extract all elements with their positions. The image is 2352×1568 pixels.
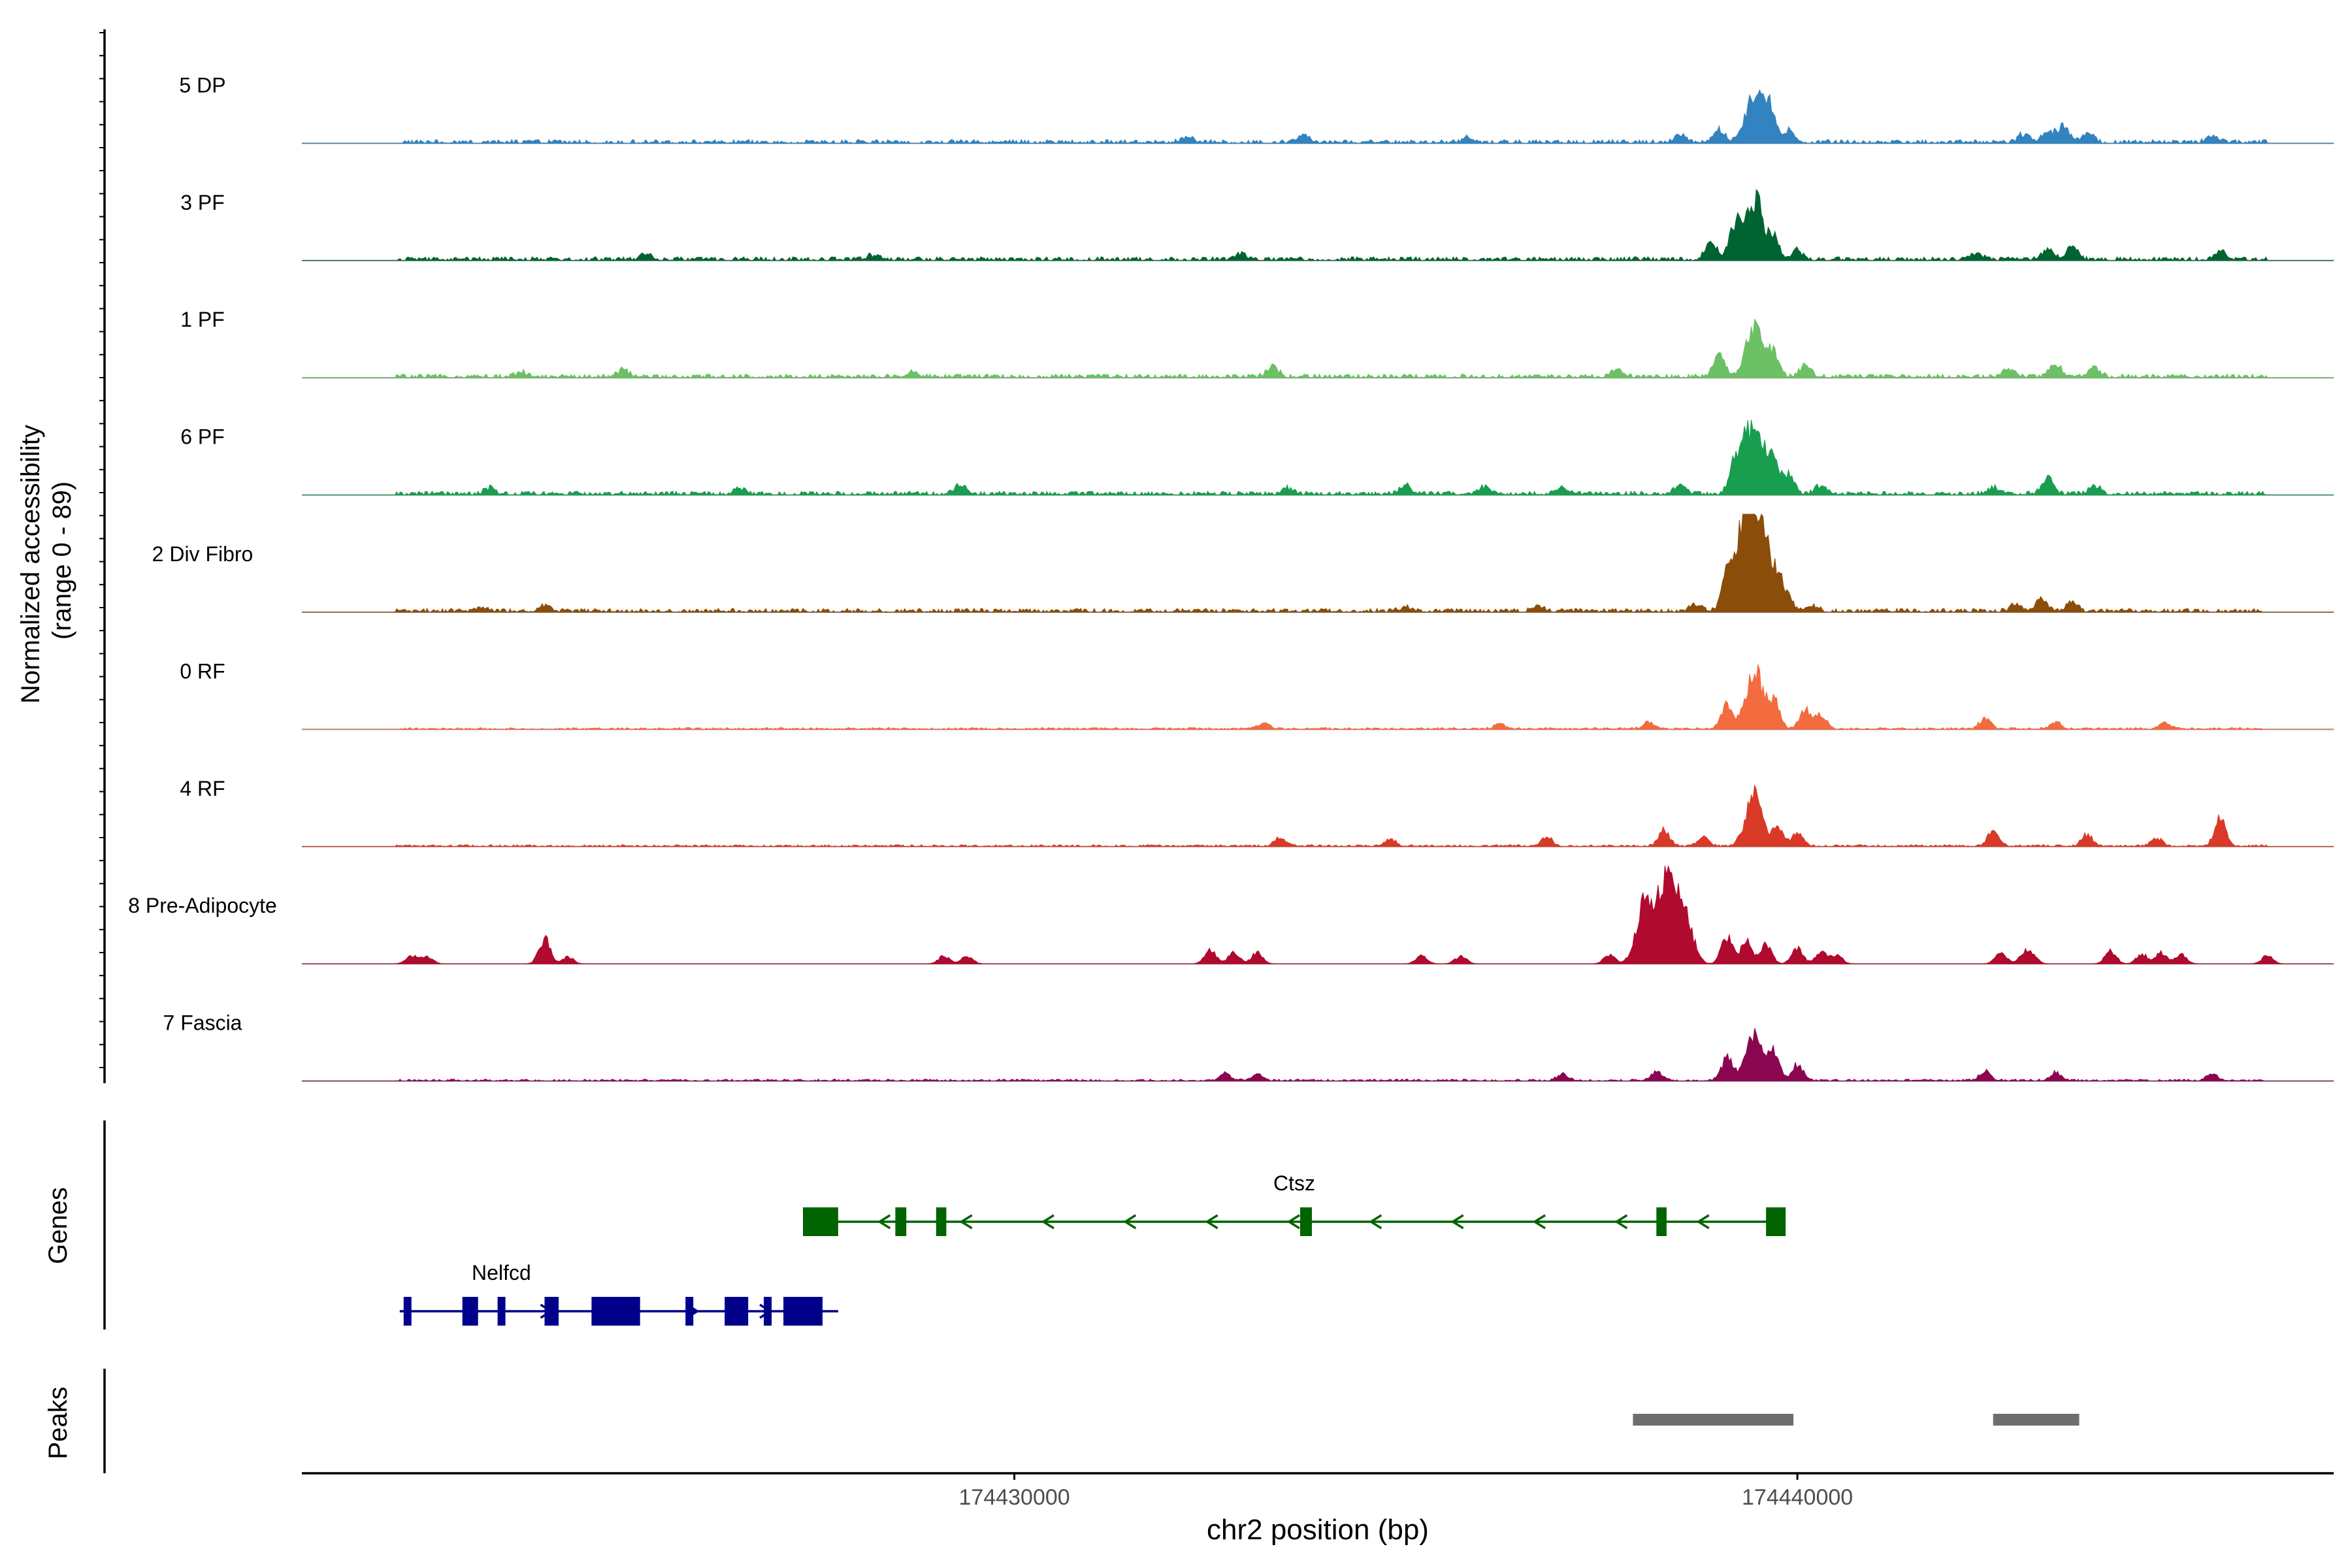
x-tick-label: 174440000 <box>1742 1485 1853 1510</box>
peaks-panel-label: Peaks <box>44 1386 73 1459</box>
track-coverage-area <box>302 513 2334 613</box>
genes-panel-label: Genes <box>44 1187 73 1264</box>
track-coverage-area <box>302 419 2334 496</box>
gene-exon <box>783 1297 823 1326</box>
gene-exon <box>895 1207 907 1236</box>
y-axis-title-line1: Normalized accessibility <box>16 425 45 704</box>
gene-exon <box>764 1297 772 1326</box>
gene-exon <box>403 1297 412 1326</box>
track-label: 6 PF <box>180 425 225 449</box>
track-1-pf: 1 PF <box>180 308 2334 379</box>
track-label: 8 Pre-Adipocyte <box>128 894 277 917</box>
gene-exon <box>497 1297 506 1326</box>
y-axis-title: Normalized accessibility (range 0 - 89) <box>16 417 76 704</box>
genes-panel: Genes Ctsz Nelfcd <box>44 1120 1786 1330</box>
gene-exon <box>685 1297 694 1326</box>
track-7-fascia: 7 Fascia <box>163 1011 2334 1082</box>
peak-region-bar <box>1633 1414 1794 1426</box>
track-coverage-area <box>302 866 2334 964</box>
gene-nelfcd: Nelfcd <box>399 1261 838 1326</box>
strand-arrow <box>1614 1214 1628 1230</box>
gene-name-label: Nelfcd <box>472 1261 531 1284</box>
gene-exon <box>725 1297 749 1326</box>
gene-exon <box>1656 1207 1667 1236</box>
track-0-rf: 0 RF <box>180 659 2334 730</box>
peak-region-bar <box>1993 1414 2080 1426</box>
track-coverage-area <box>302 785 2334 847</box>
peaks-panel: Peaks <box>44 1369 2080 1473</box>
x-axis-title: chr2 position (bp) <box>1207 1514 1429 1546</box>
strand-arrow <box>1286 1214 1300 1230</box>
gene-exon <box>462 1297 478 1326</box>
strand-arrow <box>1123 1214 1137 1230</box>
gene-exon <box>1300 1207 1312 1236</box>
strand-arrow <box>1450 1214 1464 1230</box>
track-label: 1 PF <box>180 308 225 331</box>
coverage-tracks: 5 DP 3 PF 1 PF 6 PF 2 Div Fibro 0 RF 4 RF 8 Pre… <box>128 73 2334 1082</box>
strand-arrow <box>1532 1214 1546 1230</box>
track-coverage-area <box>302 664 2334 730</box>
track-5-dp: 5 DP <box>179 73 2334 144</box>
gene-exon <box>1766 1207 1786 1236</box>
track-coverage-area <box>302 1028 2334 1082</box>
y-axis-title-line2: (range 0 - 89) <box>48 482 76 640</box>
strand-arrow <box>1369 1214 1382 1230</box>
gene-exon <box>936 1207 947 1236</box>
track-label: 2 Div Fibro <box>152 542 253 566</box>
track-3-pf: 3 PF <box>180 188 2334 261</box>
strand-arrow <box>1696 1214 1710 1230</box>
gene-name-label: Ctsz <box>1273 1171 1315 1195</box>
track-label: 4 RF <box>180 777 225 800</box>
track-label: 5 DP <box>179 73 225 97</box>
track-8-pre-adipocyte: 8 Pre-Adipocyte <box>128 866 2334 965</box>
track-coverage-area <box>302 318 2334 379</box>
strand-arrow <box>959 1214 973 1230</box>
strand-arrow <box>1205 1214 1218 1230</box>
gene-ctsz: Ctsz <box>803 1171 1786 1236</box>
track-4-rf: 4 RF <box>180 777 2334 847</box>
track-6-pf: 6 PF <box>180 419 2334 496</box>
track-label: 0 RF <box>180 659 225 683</box>
track-2-div-fibro: 2 Div Fibro <box>152 513 2334 613</box>
gene-exon <box>544 1297 559 1326</box>
track-label: 7 Fascia <box>163 1011 242 1035</box>
track-label: 3 PF <box>180 191 225 214</box>
x-axis: 174430000 174440000 <box>302 1472 2334 1510</box>
x-tick-label: 174430000 <box>959 1485 1070 1510</box>
coverage-y-axis <box>99 29 106 1083</box>
track-coverage-area <box>302 89 2334 144</box>
gene-exon <box>591 1297 640 1326</box>
gene-exon <box>803 1207 838 1236</box>
track-coverage-area <box>302 188 2334 261</box>
strand-arrow <box>877 1214 891 1230</box>
strand-arrow <box>1041 1214 1054 1230</box>
